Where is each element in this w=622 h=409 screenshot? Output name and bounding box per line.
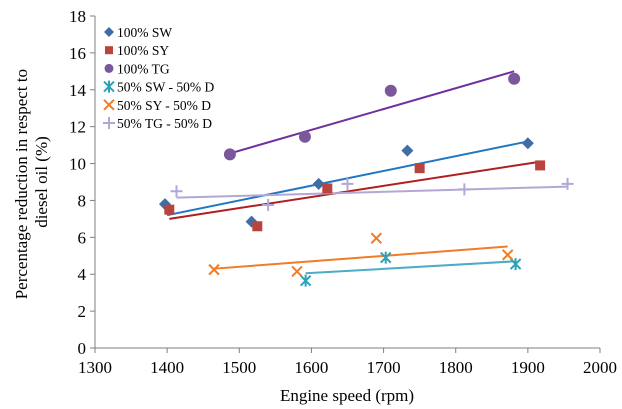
x-tick-label: 1500	[222, 358, 256, 377]
axes	[94, 16, 600, 349]
legend-marker-100-sw	[104, 27, 114, 37]
trendline-100-tg	[229, 70, 515, 155]
y-tick-label: 10	[69, 155, 86, 174]
data-point-50-sy-50-d	[208, 263, 220, 276]
data-point-50-sw-50-d	[299, 274, 312, 287]
legend-marker-100-sy	[105, 46, 113, 55]
legend-label-50-tg-50-d: 50% TG - 50% D	[117, 116, 212, 131]
data-point-100-sy	[322, 183, 333, 194]
data-point-100-tg	[298, 130, 311, 143]
y-tick-label: 18	[69, 7, 86, 26]
trendlines	[166, 70, 568, 275]
data-point-100-tg	[223, 148, 236, 161]
data-point-50-tg-50-d	[458, 183, 471, 196]
y-tick-label: 8	[78, 191, 87, 210]
legend-label-50-sw-50-d: 50% SW - 50% D	[117, 80, 214, 95]
data-point-100-sw	[521, 137, 534, 150]
y-axis-title-line-2: diesel oil (%)	[32, 136, 51, 228]
y-tick-label: 4	[78, 265, 87, 284]
data-point-100-tg	[508, 72, 521, 85]
y-tick-label: 14	[69, 81, 87, 100]
trendline-50-sy-50-d	[213, 245, 508, 270]
data-point-50-sw-50-d	[380, 251, 392, 264]
y-tick-label: 6	[78, 228, 87, 247]
trendline-50-sw-50-d	[305, 260, 516, 275]
y-tick-label: 16	[69, 44, 86, 63]
legend-marker-50-sw-50-d	[103, 80, 115, 93]
tick-labels: 1300 1400 1500 1600 1700 1800 1900 2000 0 2 4 6 8 10 1…	[69, 7, 617, 377]
x-axis-title: Engine speed (rpm)	[280, 386, 414, 405]
data-point-100-sw	[312, 177, 325, 190]
legend: 100% SW 100% SY 100% TG 50% SW - 50% D 50% S…	[103, 25, 214, 131]
x-tick-label: 2000	[583, 358, 617, 377]
data-point-100-sw	[401, 144, 414, 157]
data-point-50-sy-50-d	[370, 232, 383, 244]
data-point-50-tg-50-d	[170, 185, 183, 198]
data-point-100-sy	[252, 221, 263, 232]
x-tick-label: 1600	[294, 358, 328, 377]
x-tick-label: 1700	[367, 358, 401, 377]
y-tick-label: 0	[78, 339, 87, 358]
legend-marker-50-tg-50-d	[103, 117, 115, 129]
data-markers	[158, 72, 574, 287]
x-tick-label: 1300	[78, 358, 112, 377]
y-axis-title-line-1: Percentage reduction in respect to	[12, 69, 31, 299]
legend-label-100-sw: 100% SW	[117, 25, 172, 40]
legend-marker-50-sy-50-d	[103, 99, 115, 111]
legend-label-100-tg: 100% TG	[117, 61, 170, 76]
trendline-100-sy	[169, 160, 541, 220]
x-tick-label: 1400	[150, 358, 184, 377]
legend-label-50-sy-50-d: 50% SY - 50% D	[117, 98, 211, 113]
legend-label-100-sy: 100% SY	[117, 43, 169, 58]
data-point-50-tg-50-d	[341, 177, 354, 190]
legend-marker-100-tg	[104, 63, 114, 73]
y-tick-label: 2	[78, 302, 87, 321]
x-tick-label: 1900	[511, 358, 545, 377]
data-point-100-sy	[414, 163, 425, 174]
data-point-100-tg	[384, 84, 397, 97]
data-point-50-tg-50-d	[262, 199, 275, 212]
data-point-50-sw-50-d	[509, 258, 522, 271]
y-axis-title: Percentage reduction in respect to diese…	[12, 65, 51, 300]
data-point-50-tg-50-d	[561, 177, 574, 190]
data-point-50-sy-50-d	[291, 265, 303, 278]
x-tick-label: 1800	[439, 358, 473, 377]
trendline-50-tg-50-d	[176, 185, 568, 199]
data-point-50-sy-50-d	[501, 249, 514, 261]
data-point-100-sy	[164, 204, 175, 215]
data-point-100-sy	[535, 160, 546, 171]
y-tick-label: 12	[69, 118, 86, 137]
